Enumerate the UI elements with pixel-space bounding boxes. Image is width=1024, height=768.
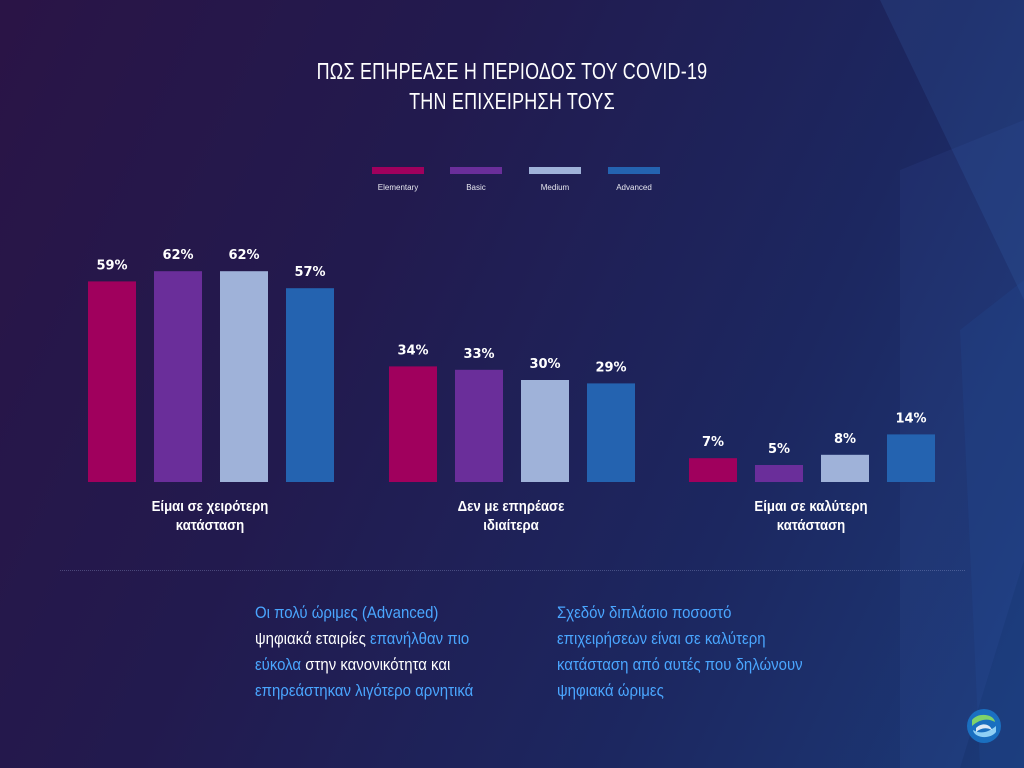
category-label-worse-line-1: Είμαι σε χειρότερη (151, 498, 269, 515)
section-divider (60, 570, 965, 571)
data-label-worse-elementary: 59% (96, 258, 127, 273)
note-left-segment: ψηφιακά εταιρίες (255, 629, 370, 648)
category-label-better-line-2: κατάσταση (776, 517, 846, 534)
data-label-unaffected-advanced: 29% (595, 360, 626, 375)
note-right-line-2: επιχειρήσεων είναι σε καλύτερη (557, 629, 766, 648)
note-left-segment: εύκολα (255, 655, 302, 674)
note-right-line-4: ψηφιακά ώριμες (557, 681, 664, 700)
category-label-better: Είμαι σε καλύτερη κατάσταση (723, 497, 899, 535)
legend-item-medium: Medium (523, 167, 587, 192)
category-label-unaffected-line-2: ιδιαίτερα (483, 517, 539, 534)
note-left-line-3: εύκολα στην κανονικότητα και (255, 652, 519, 678)
data-label-worse-basic: 62% (162, 248, 193, 263)
cosmote-logo-icon (967, 709, 1001, 743)
bar-better-basic (755, 465, 803, 482)
note-right-line-1: Σχεδόν διπλάσιο ποσοστό (557, 603, 732, 622)
note-left-segment: στην κανονικότητα και (301, 655, 451, 674)
legend-swatch-advanced (608, 167, 660, 174)
data-label-better-medium: 8% (834, 432, 856, 447)
bar-better-advanced (887, 434, 935, 482)
note-right-line-3: κατάσταση από αυτές που δηλώνουν (557, 655, 803, 674)
data-label-better-elementary: 7% (702, 435, 724, 450)
category-label-unaffected: Δεν με επηρέασε ιδιαίτερα (423, 497, 599, 535)
chart-title-line-2: ΤΗΝ ΕΠΙΧΕΙΡΗΣΗ ΤΟΥΣ (409, 88, 615, 114)
data-label-better-advanced: 14% (895, 411, 926, 426)
legend-label-medium: Medium (540, 183, 570, 192)
bar-worse-elementary (88, 281, 136, 482)
category-label-unaffected-line-1: Δεν με επηρέασε (457, 498, 565, 515)
bar-unaffected-basic (455, 369, 503, 482)
category-label-better-line-1: Είμαι σε καλύτερη (754, 498, 868, 515)
note-left-segment: Οι πολύ ώριμες (Advanced) (255, 603, 439, 622)
data-label-unaffected-medium: 30% (529, 357, 560, 372)
bar-worse-advanced (286, 288, 334, 482)
chart-title-line-1: ΠΩΣ ΕΠΗΡΕΑΣΕ Η ΠΕΡΙΟΔΟΣ ΤΟΥ COVID-19 (316, 58, 708, 84)
bar-worse-basic (154, 271, 202, 482)
legend-label-advanced: Advanced (616, 183, 652, 192)
legend-label-basic: Basic (466, 183, 486, 192)
legend-swatch-medium (529, 167, 581, 174)
bar-unaffected-medium (521, 380, 569, 482)
data-label-unaffected-basic: 33% (463, 347, 494, 362)
data-label-worse-medium: 62% (228, 248, 259, 263)
note-better-situation: Σχεδόν διπλάσιο ποσοστό επιχειρήσεων είν… (557, 600, 847, 704)
note-advanced-recovery: Οι πολύ ώριμες (Advanced) ψηφιακά εταιρί… (255, 600, 519, 704)
note-left-line-4: επηρεάστηκαν λιγότερο αρνητικά (255, 678, 519, 704)
bar-better-elementary (689, 458, 737, 482)
bar-unaffected-elementary (389, 366, 437, 482)
bar-better-medium (821, 454, 869, 482)
legend-swatch-basic (450, 167, 502, 174)
legend-item-elementary: Elementary (366, 167, 430, 192)
chart-legend: Elementary Basic Medium Advanced (366, 167, 666, 197)
chart-title: ΠΩΣ ΕΠΗΡΕΑΣΕ Η ΠΕΡΙΟΔΟΣ ΤΟΥ COVID-19 ΤΗΝ… (113, 56, 912, 116)
legend-swatch-elementary (372, 167, 424, 174)
legend-item-advanced: Advanced (602, 167, 666, 192)
bar-unaffected-advanced (587, 383, 635, 482)
category-label-worse-line-2: κατάσταση (175, 517, 245, 534)
note-left-segment: επανήλθαν πιο (369, 629, 470, 648)
bar-worse-medium (220, 271, 268, 482)
data-label-worse-advanced: 57% (294, 265, 325, 280)
bar-chart: 59% 62% 62% 57% 34% 33% 30% 29% 7% 5% 8% 14% (88, 248, 935, 482)
data-label-better-basic: 5% (768, 442, 790, 457)
legend-label-elementary: Elementary (377, 183, 419, 192)
note-left-segment: επηρεάστηκαν λιγότερο αρνητικά (255, 681, 474, 700)
category-label-worse: Είμαι σε χειρότερη κατάσταση (122, 497, 298, 535)
legend-item-basic: Basic (444, 167, 508, 192)
note-left-line-1: Οι πολύ ώριμες (Advanced) (255, 600, 519, 626)
note-left-line-2: ψηφιακά εταιρίες επανήλθαν πιο (255, 626, 519, 652)
data-label-unaffected-elementary: 34% (397, 343, 428, 358)
